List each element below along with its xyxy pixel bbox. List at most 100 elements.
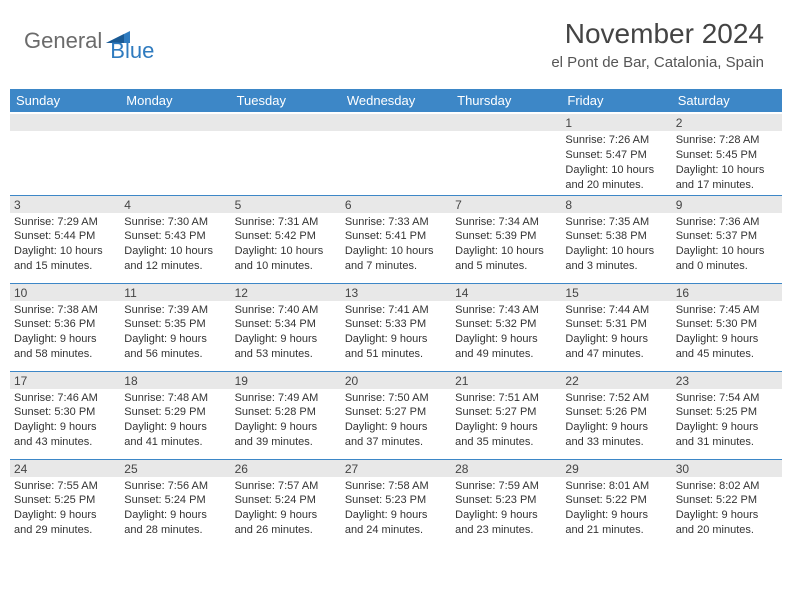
calendar-day-cell (341, 113, 451, 195)
sunset-text: Sunset: 5:23 PM (345, 493, 447, 508)
weekday-header: Sunday (10, 89, 120, 113)
day-number: 29 (561, 460, 671, 477)
daylight-text: Daylight: 10 hours and 7 minutes. (345, 244, 447, 274)
daylight-text: Daylight: 9 hours and 58 minutes. (14, 332, 116, 362)
sunrise-text: Sunrise: 7:56 AM (124, 479, 226, 494)
calendar-day-cell: 19Sunrise: 7:49 AMSunset: 5:28 PMDayligh… (231, 371, 341, 459)
sunrise-text: Sunrise: 7:50 AM (345, 391, 447, 406)
day-number: 25 (120, 460, 230, 477)
calendar-week-row: 24Sunrise: 7:55 AMSunset: 5:25 PMDayligh… (10, 459, 782, 547)
calendar-day-cell: 8Sunrise: 7:35 AMSunset: 5:38 PMDaylight… (561, 195, 671, 283)
day-content: Sunrise: 7:29 AMSunset: 5:44 PMDaylight:… (10, 213, 120, 276)
day-number: 23 (672, 372, 782, 389)
day-number: 12 (231, 284, 341, 301)
day-content: Sunrise: 8:01 AMSunset: 5:22 PMDaylight:… (561, 477, 671, 540)
day-content: Sunrise: 7:28 AMSunset: 5:45 PMDaylight:… (672, 131, 782, 194)
day-content: Sunrise: 7:52 AMSunset: 5:26 PMDaylight:… (561, 389, 671, 452)
calendar-day-cell (120, 113, 230, 195)
daylight-text: Daylight: 9 hours and 24 minutes. (345, 508, 447, 538)
calendar-day-cell: 16Sunrise: 7:45 AMSunset: 5:30 PMDayligh… (672, 283, 782, 371)
day-number: 1 (561, 114, 671, 131)
daylight-text: Daylight: 10 hours and 20 minutes. (565, 163, 667, 193)
sunrise-text: Sunrise: 7:57 AM (235, 479, 337, 494)
calendar-table: Sunday Monday Tuesday Wednesday Thursday… (10, 89, 782, 547)
sunset-text: Sunset: 5:42 PM (235, 229, 337, 244)
sunrise-text: Sunrise: 8:01 AM (565, 479, 667, 494)
month-title: November 2024 (551, 18, 764, 50)
day-content: Sunrise: 7:56 AMSunset: 5:24 PMDaylight:… (120, 477, 230, 540)
daylight-text: Daylight: 9 hours and 28 minutes. (124, 508, 226, 538)
day-number: 15 (561, 284, 671, 301)
sunrise-text: Sunrise: 7:55 AM (14, 479, 116, 494)
day-number: 17 (10, 372, 120, 389)
calendar-day-cell: 4Sunrise: 7:30 AMSunset: 5:43 PMDaylight… (120, 195, 230, 283)
daylight-text: Daylight: 9 hours and 39 minutes. (235, 420, 337, 450)
day-content: Sunrise: 7:35 AMSunset: 5:38 PMDaylight:… (561, 213, 671, 276)
daylight-text: Daylight: 9 hours and 37 minutes. (345, 420, 447, 450)
sunset-text: Sunset: 5:25 PM (676, 405, 778, 420)
day-number: 16 (672, 284, 782, 301)
day-content: Sunrise: 7:59 AMSunset: 5:23 PMDaylight:… (451, 477, 561, 540)
sunset-text: Sunset: 5:37 PM (676, 229, 778, 244)
day-content: Sunrise: 7:41 AMSunset: 5:33 PMDaylight:… (341, 301, 451, 364)
sunrise-text: Sunrise: 7:51 AM (455, 391, 557, 406)
calendar-week-row: 10Sunrise: 7:38 AMSunset: 5:36 PMDayligh… (10, 283, 782, 371)
sunrise-text: Sunrise: 7:49 AM (235, 391, 337, 406)
day-number: 8 (561, 196, 671, 213)
day-number: 22 (561, 372, 671, 389)
calendar-day-cell: 9Sunrise: 7:36 AMSunset: 5:37 PMDaylight… (672, 195, 782, 283)
calendar-day-cell: 25Sunrise: 7:56 AMSunset: 5:24 PMDayligh… (120, 459, 230, 547)
day-number: 14 (451, 284, 561, 301)
sunset-text: Sunset: 5:39 PM (455, 229, 557, 244)
daylight-text: Daylight: 9 hours and 51 minutes. (345, 332, 447, 362)
sunset-text: Sunset: 5:36 PM (14, 317, 116, 332)
day-content: Sunrise: 7:45 AMSunset: 5:30 PMDaylight:… (672, 301, 782, 364)
sunset-text: Sunset: 5:45 PM (676, 148, 778, 163)
calendar-day-cell: 1Sunrise: 7:26 AMSunset: 5:47 PMDaylight… (561, 113, 671, 195)
weekday-header: Friday (561, 89, 671, 113)
calendar-week-row: 1Sunrise: 7:26 AMSunset: 5:47 PMDaylight… (10, 113, 782, 195)
day-content: Sunrise: 8:02 AMSunset: 5:22 PMDaylight:… (672, 477, 782, 540)
calendar-day-cell: 27Sunrise: 7:58 AMSunset: 5:23 PMDayligh… (341, 459, 451, 547)
calendar-day-cell: 3Sunrise: 7:29 AMSunset: 5:44 PMDaylight… (10, 195, 120, 283)
calendar-day-cell: 15Sunrise: 7:44 AMSunset: 5:31 PMDayligh… (561, 283, 671, 371)
daylight-text: Daylight: 9 hours and 45 minutes. (676, 332, 778, 362)
daylight-text: Daylight: 9 hours and 26 minutes. (235, 508, 337, 538)
sunrise-text: Sunrise: 7:41 AM (345, 303, 447, 318)
day-content: Sunrise: 7:31 AMSunset: 5:42 PMDaylight:… (231, 213, 341, 276)
calendar-day-cell: 14Sunrise: 7:43 AMSunset: 5:32 PMDayligh… (451, 283, 561, 371)
weekday-header: Saturday (672, 89, 782, 113)
day-content: Sunrise: 7:39 AMSunset: 5:35 PMDaylight:… (120, 301, 230, 364)
calendar-day-cell: 24Sunrise: 7:55 AMSunset: 5:25 PMDayligh… (10, 459, 120, 547)
sunset-text: Sunset: 5:33 PM (345, 317, 447, 332)
logo-word-1: General (24, 28, 102, 54)
day-number: 27 (341, 460, 451, 477)
day-content: Sunrise: 7:55 AMSunset: 5:25 PMDaylight:… (10, 477, 120, 540)
daylight-text: Daylight: 10 hours and 15 minutes. (14, 244, 116, 274)
sunrise-text: Sunrise: 7:59 AM (455, 479, 557, 494)
calendar-day-cell: 5Sunrise: 7:31 AMSunset: 5:42 PMDaylight… (231, 195, 341, 283)
calendar-day-cell: 6Sunrise: 7:33 AMSunset: 5:41 PMDaylight… (341, 195, 451, 283)
sunset-text: Sunset: 5:26 PM (565, 405, 667, 420)
sunset-text: Sunset: 5:29 PM (124, 405, 226, 420)
weekday-header: Monday (120, 89, 230, 113)
sunset-text: Sunset: 5:28 PM (235, 405, 337, 420)
day-number: 30 (672, 460, 782, 477)
sunrise-text: Sunrise: 7:39 AM (124, 303, 226, 318)
day-content: Sunrise: 7:38 AMSunset: 5:36 PMDaylight:… (10, 301, 120, 364)
daylight-text: Daylight: 10 hours and 5 minutes. (455, 244, 557, 274)
sunrise-text: Sunrise: 7:43 AM (455, 303, 557, 318)
day-content: Sunrise: 7:30 AMSunset: 5:43 PMDaylight:… (120, 213, 230, 276)
daylight-text: Daylight: 10 hours and 17 minutes. (676, 163, 778, 193)
weekday-header-row: Sunday Monday Tuesday Wednesday Thursday… (10, 89, 782, 113)
calendar-day-cell: 22Sunrise: 7:52 AMSunset: 5:26 PMDayligh… (561, 371, 671, 459)
calendar-day-cell (451, 113, 561, 195)
sunset-text: Sunset: 5:32 PM (455, 317, 557, 332)
sunset-text: Sunset: 5:44 PM (14, 229, 116, 244)
day-number: 3 (10, 196, 120, 213)
day-number (120, 114, 230, 131)
day-content: Sunrise: 7:50 AMSunset: 5:27 PMDaylight:… (341, 389, 451, 452)
day-number: 24 (10, 460, 120, 477)
sunrise-text: Sunrise: 8:02 AM (676, 479, 778, 494)
calendar-day-cell: 10Sunrise: 7:38 AMSunset: 5:36 PMDayligh… (10, 283, 120, 371)
